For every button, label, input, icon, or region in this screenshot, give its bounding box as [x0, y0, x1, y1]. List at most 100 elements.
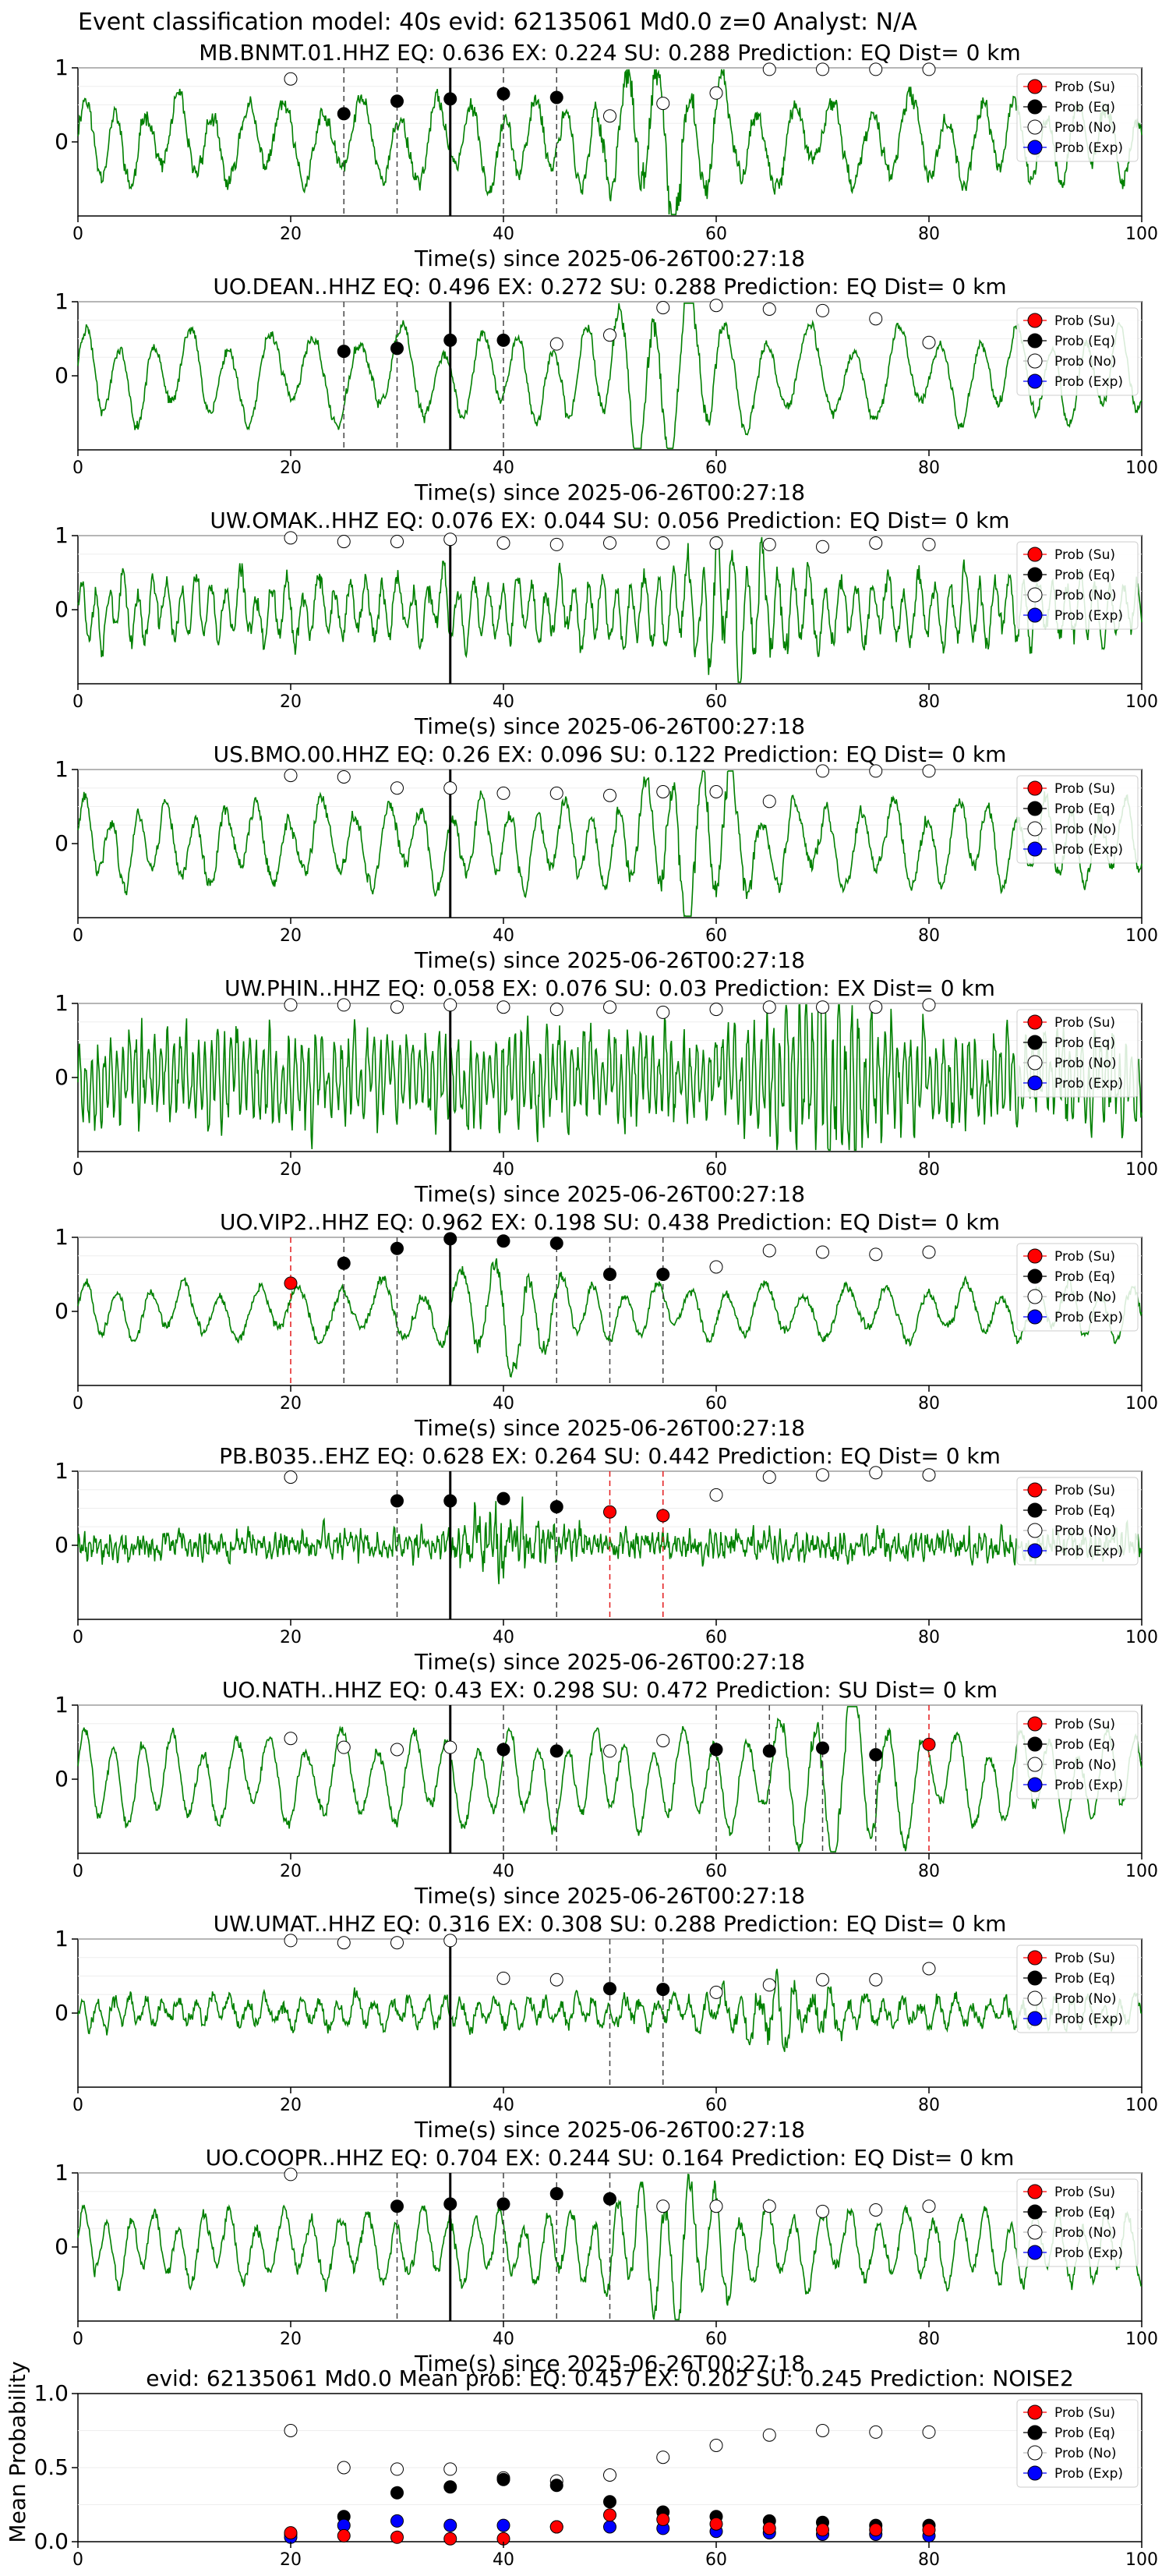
legend-label-exp: Prob (Exp)	[1054, 140, 1123, 156]
prob-point-su	[709, 2517, 723, 2531]
x-tick-label: 0	[72, 1628, 83, 1647]
legend-marker-eq	[1027, 1269, 1043, 1284]
prob-point-no	[922, 2199, 936, 2213]
prob-point-no	[869, 536, 883, 550]
prob-point-no	[603, 1744, 616, 1758]
legend-label-eq: Prob (Eq)	[1054, 1503, 1115, 1519]
legend-label-no: Prob (No)	[1054, 120, 1117, 136]
prob-point-eq	[496, 2472, 510, 2486]
legend-marker-exp	[1027, 1777, 1043, 1792]
prob-point-no	[816, 1000, 829, 1014]
legend-label-no: Prob (No)	[1054, 1757, 1117, 1773]
legend-marker-eq	[1027, 2425, 1043, 2440]
x-tick-label: 0	[72, 1394, 83, 1414]
x-tick-label: 0	[72, 2096, 83, 2115]
x-tick-label: 100	[1125, 458, 1158, 478]
legend-box	[1016, 775, 1139, 864]
prob-point-no	[603, 536, 616, 550]
x-tick-label: 80	[918, 926, 940, 946]
prob-point-no	[656, 785, 670, 798]
prob-point-su	[656, 1509, 670, 1523]
legend-box	[1016, 1243, 1139, 1332]
x-tick-label: 60	[705, 1394, 727, 1414]
x-tick-label: 60	[705, 1628, 727, 1647]
prob-point-su	[816, 2523, 829, 2537]
figure-title: Event classification model: 40s evid: 62…	[78, 9, 917, 36]
prob-point-no	[549, 537, 563, 551]
legend-label-su: Prob (Su)	[1054, 2185, 1115, 2200]
y-tick-label: 0	[55, 830, 69, 856]
prob-point-eq	[390, 1494, 404, 1508]
prob-point-no	[869, 1247, 883, 1261]
x-tick-label: 40	[493, 1862, 514, 1881]
prob-point-no	[496, 1000, 510, 1014]
prob-point-eq	[496, 1743, 510, 1757]
legend-marker-exp	[1027, 841, 1043, 857]
prob-point-eq	[496, 2197, 510, 2211]
legend-label-eq: Prob (Eq)	[1054, 2426, 1115, 2441]
prob-point-eq	[443, 1494, 457, 1508]
prob-point-no	[869, 2203, 883, 2217]
x-tick-label: 60	[705, 2096, 727, 2115]
legend-marker-eq	[1027, 99, 1043, 115]
prob-point-su	[603, 1505, 616, 1519]
x-tick-label: 0	[72, 1160, 83, 1180]
prob-point-no	[603, 788, 616, 802]
prob-point-eq	[496, 1491, 510, 1506]
prob-point-no	[869, 1466, 883, 1480]
prob-point-no	[816, 1973, 829, 1987]
prob-point-no	[762, 794, 776, 809]
legend-label-no: Prob (No)	[1054, 1290, 1117, 1305]
prob-point-no	[709, 785, 723, 798]
x-tick-label: 100	[1125, 2550, 1158, 2570]
legend-label-exp: Prob (Exp)	[1054, 1310, 1123, 1325]
prob-point-no	[816, 2204, 829, 2218]
legend-box	[1016, 1711, 1139, 1799]
x-tick-label: 80	[918, 1160, 940, 1180]
station-chart-6: UO.VIP2..HHZ EQ: 0.962 EX: 0.198 SU: 0.4…	[55, 1209, 1158, 1441]
legend-label-exp: Prob (Exp)	[1054, 1544, 1123, 1559]
legend-marker-exp	[1027, 1543, 1043, 1559]
station-chart-9: UW.UMAT..HHZ EQ: 0.316 EX: 0.308 SU: 0.2…	[55, 1911, 1158, 2143]
prob-point-eq	[337, 345, 351, 359]
legend-label-eq: Prob (Eq)	[1054, 1269, 1115, 1285]
station-chart-3: UW.OMAK..HHZ EQ: 0.076 EX: 0.044 SU: 0.0…	[55, 508, 1158, 739]
prob-point-no	[496, 1971, 510, 1985]
prob-point-eq	[390, 1241, 404, 1255]
legend-label-eq: Prob (Eq)	[1054, 1035, 1115, 1051]
legend-label-no: Prob (No)	[1054, 2225, 1117, 2241]
prob-point-no	[656, 301, 670, 315]
x-tick-label: 20	[280, 926, 302, 946]
x-axis-label: Time(s) since 2025-06-26T00:27:18	[414, 479, 805, 505]
y-tick-label: 0	[55, 1298, 69, 1324]
prob-point-eq	[816, 1741, 829, 1755]
chart-title: UO.DEAN..HHZ EQ: 0.496 EX: 0.272 SU: 0.2…	[213, 274, 1006, 299]
waveform-trace	[77, 1004, 1143, 1151]
prob-point-no	[390, 781, 404, 795]
legend-label-no: Prob (No)	[1054, 1991, 1117, 2007]
prob-point-no	[443, 533, 457, 547]
prob-point-no	[284, 1934, 298, 1948]
legend-marker-su	[1027, 1248, 1043, 1264]
y-tick-label: 1	[55, 288, 69, 314]
prob-point-no	[922, 335, 936, 349]
prob-point-no	[762, 537, 776, 551]
chart-title: UW.UMAT..HHZ EQ: 0.316 EX: 0.308 SU: 0.2…	[214, 1911, 1007, 1937]
prob-point-no	[709, 2199, 723, 2213]
prob-point-no	[762, 1244, 776, 1258]
prob-point-exp	[443, 2518, 457, 2532]
legend-label-exp: Prob (Exp)	[1054, 2012, 1123, 2027]
x-axis-label: Time(s) since 2025-06-26T00:27:18	[414, 1649, 805, 1675]
x-tick-label: 40	[493, 926, 514, 946]
prob-point-no	[496, 786, 510, 800]
legend-label-no: Prob (No)	[1054, 588, 1117, 603]
legend-label-su: Prob (Su)	[1054, 80, 1115, 95]
prob-point-no	[603, 1000, 616, 1014]
prob-point-eq	[549, 90, 563, 104]
legend-label-exp: Prob (Exp)	[1054, 608, 1123, 624]
legend-label-no: Prob (No)	[1054, 2446, 1117, 2461]
y-tick-label: 1	[55, 1692, 69, 1718]
prob-point-no	[496, 536, 510, 550]
x-tick-label: 80	[918, 1628, 940, 1647]
prob-point-no	[922, 1962, 936, 1976]
